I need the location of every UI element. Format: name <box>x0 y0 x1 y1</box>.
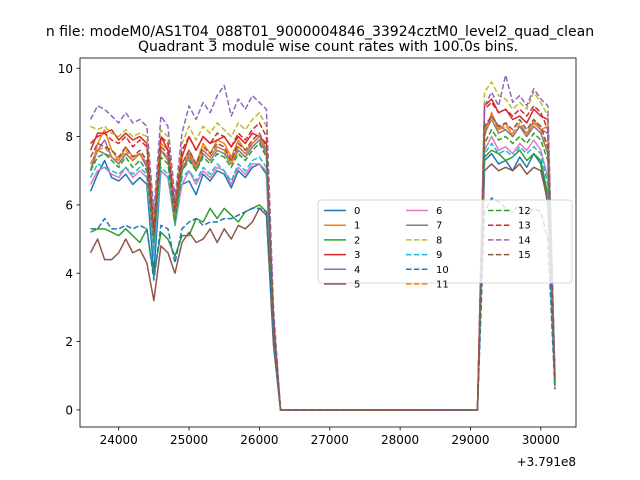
x-tick-label: 24000 <box>100 433 138 447</box>
legend-label-13: 13 <box>518 221 531 232</box>
y-tick-label: 0 <box>65 403 73 417</box>
x-tick-label: 28000 <box>381 433 419 447</box>
series-line-6 <box>89 135 556 411</box>
series-line-1 <box>89 111 556 411</box>
y-tick-label: 4 <box>65 267 73 281</box>
legend-label-1: 1 <box>354 221 360 232</box>
legend-label-2: 2 <box>354 235 360 246</box>
x-tick-label: 26000 <box>240 433 278 447</box>
y-tick-label: 6 <box>65 198 73 212</box>
series-line-0 <box>89 152 556 411</box>
series-lines-group <box>89 74 556 411</box>
series-line-13 <box>90 101 556 411</box>
legend-label-8: 8 <box>436 235 442 246</box>
legend-frame <box>317 199 573 284</box>
legend-label-0: 0 <box>354 206 360 217</box>
chart-title: Quadrant 3 module wise count rates with … <box>138 39 518 55</box>
x-tick-label: 29000 <box>451 433 489 447</box>
x-tick-label: 27000 <box>311 433 349 447</box>
x-tick-label: 30000 <box>522 433 560 447</box>
y-tick-label: 10 <box>58 62 73 76</box>
series-line-5 <box>89 163 556 411</box>
series-line-8 <box>90 81 556 411</box>
legend-label-4: 4 <box>354 265 360 276</box>
series-line-15 <box>89 115 556 411</box>
y-tick-label: 8 <box>65 130 73 144</box>
series-line-11 <box>89 118 556 411</box>
legend-label-14: 14 <box>518 235 531 246</box>
series-line-14 <box>89 74 556 411</box>
y-tick-label: 2 <box>65 335 73 349</box>
series-line-2 <box>90 149 556 411</box>
legend-label-9: 9 <box>436 250 442 261</box>
legend-label-10: 10 <box>436 265 449 276</box>
legend-label-3: 3 <box>354 250 360 261</box>
series-line-12 <box>89 129 556 411</box>
series-line-9 <box>89 142 556 411</box>
legend-label-12: 12 <box>518 206 531 217</box>
figure-suptitle: n file: modeM0/AS1T04_088T01_9000004846_… <box>46 24 594 40</box>
plot-frame <box>79 57 577 428</box>
legend-label-15: 15 <box>518 250 531 261</box>
legend-label-6: 6 <box>436 206 442 217</box>
legend-label-11: 11 <box>436 280 449 291</box>
axes-group: 24000 25000 26000 27000 28000 29000 30000 0 2 4 6 8… <box>58 57 577 447</box>
x-tick-label: 25000 <box>170 433 208 447</box>
legend-label-7: 7 <box>436 221 442 232</box>
x-axis-offset-text: +3.791e8 <box>517 455 576 469</box>
legend-label-5: 5 <box>354 280 360 291</box>
